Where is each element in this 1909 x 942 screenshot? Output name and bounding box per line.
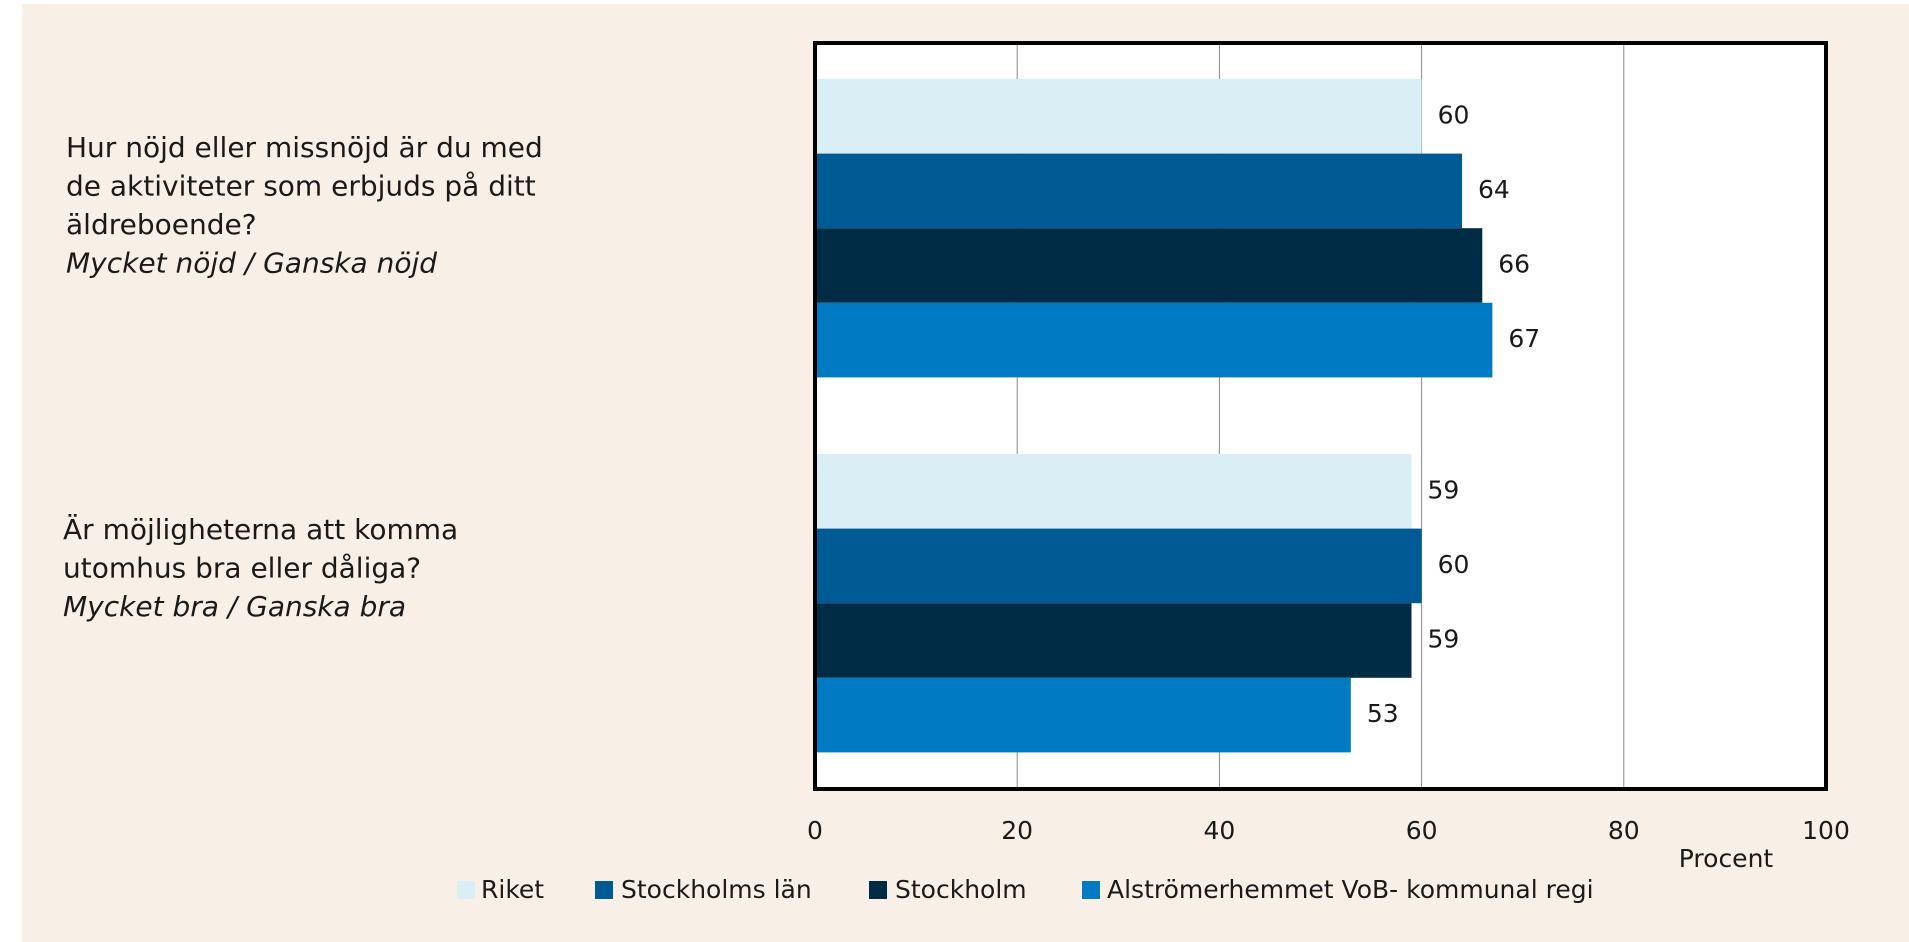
x-tick-label: 60 xyxy=(1406,816,1438,845)
plot-border xyxy=(813,41,1828,791)
category-label: Hur nöjd eller missnöjd är du med xyxy=(66,131,543,164)
category-note: Mycket nöjd / Ganska nöjd xyxy=(66,247,437,280)
bar xyxy=(815,153,1463,229)
value-label: 60 xyxy=(1438,100,1470,129)
bar xyxy=(815,228,1483,303)
bar xyxy=(815,79,1422,154)
x-axis-label: Procent xyxy=(1679,844,1774,873)
category-label: de aktiviteter som erbjuds på ditt xyxy=(66,170,536,203)
value-label: 60 xyxy=(1438,550,1470,579)
x-tick-label: 20 xyxy=(1001,816,1033,845)
value-label: 67 xyxy=(1508,324,1540,353)
legend-swatch xyxy=(1082,881,1100,899)
bar xyxy=(815,454,1412,529)
x-tick-label: 100 xyxy=(1802,816,1850,845)
x-tick-label: 0 xyxy=(807,816,823,845)
legend-swatch xyxy=(595,881,613,899)
value-label: 64 xyxy=(1478,175,1510,204)
bar xyxy=(815,603,1412,678)
value-label: 59 xyxy=(1427,475,1459,504)
category-label: utomhus bra eller dåliga? xyxy=(63,552,421,585)
value-label: 59 xyxy=(1427,625,1459,654)
category-label: äldreboende? xyxy=(66,208,257,241)
x-tick-label: 80 xyxy=(1608,816,1640,845)
legend-label: Stockholms län xyxy=(621,875,812,904)
legend-swatch xyxy=(869,881,887,899)
category-label: Är möjligheterna att komma xyxy=(63,513,458,546)
legend-label: Riket xyxy=(481,875,544,904)
bars xyxy=(815,79,1493,753)
bar xyxy=(815,528,1422,604)
legend-swatch xyxy=(457,881,475,899)
bar xyxy=(815,677,1351,753)
value-label: 66 xyxy=(1498,250,1530,279)
value-label: 53 xyxy=(1367,699,1399,728)
x-tick-label: 40 xyxy=(1203,816,1235,845)
category-note: Mycket bra / Ganska bra xyxy=(63,590,406,623)
legend-label: Stockholm xyxy=(895,875,1027,904)
legend-label: Alströmerhemmet VoB- kommunal regi xyxy=(1107,875,1594,904)
bar xyxy=(815,302,1493,378)
